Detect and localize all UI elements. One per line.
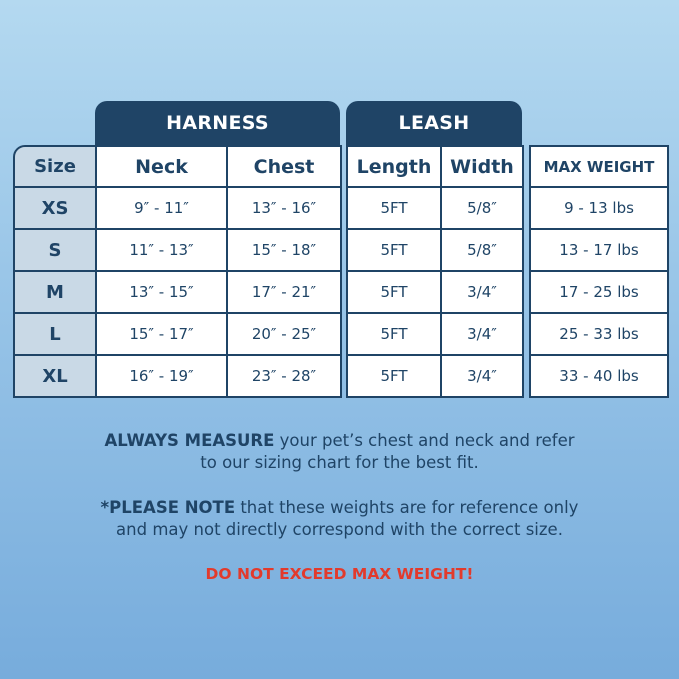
cell-width: 3/4″ (440, 312, 524, 356)
cell-neck: 15″ - 17″ (95, 312, 228, 356)
cell-length: 5FT (346, 228, 442, 272)
max-weight-warning: DO NOT EXCEED MAX WEIGHT! (205, 565, 474, 583)
measure-note-bold: ALWAYS MEASURE (104, 431, 275, 450)
cell-size: S (13, 228, 97, 272)
header-length: Length (346, 145, 442, 188)
cell-max-weight: 33 - 40 lbs (529, 354, 669, 398)
header-chest: Chest (226, 145, 342, 188)
cell-chest: 13″ - 16″ (226, 186, 342, 230)
cell-neck: 9″ - 11″ (95, 186, 228, 230)
cell-neck: 16″ - 19″ (95, 354, 228, 398)
cell-width: 5/8″ (440, 186, 524, 230)
cell-width: 5/8″ (440, 228, 524, 272)
cell-chest: 15″ - 18″ (226, 228, 342, 272)
cell-size: M (13, 270, 97, 314)
cell-chest: 23″ - 28″ (226, 354, 342, 398)
header-size: Size (13, 145, 97, 188)
cell-length: 5FT (346, 354, 442, 398)
cell-neck: 11″ - 13″ (95, 228, 228, 272)
cell-size: XL (13, 354, 97, 398)
header-neck: Neck (95, 145, 228, 188)
cell-max-weight: 17 - 25 lbs (529, 270, 669, 314)
cell-max-weight: 13 - 17 lbs (529, 228, 669, 272)
cell-width: 3/4″ (440, 354, 524, 398)
weight-note: *PLEASE NOTE that these weights are for … (0, 497, 679, 541)
header-width: Width (440, 145, 524, 188)
header-max-weight: MAX WEIGHT (529, 145, 669, 188)
cell-length: 5FT (346, 312, 442, 356)
cell-size: L (13, 312, 97, 356)
weight-note-text-1: that these weights are for reference onl… (235, 498, 579, 517)
cell-chest: 17″ - 21″ (226, 270, 342, 314)
measure-note-text-1: your pet’s chest and neck and refer (274, 431, 575, 450)
measure-note: ALWAYS MEASURE your pet’s chest and neck… (0, 430, 679, 474)
cell-size: XS (13, 186, 97, 230)
weight-note-text-2: and may not directly correspond with the… (116, 520, 563, 539)
cell-chest: 20″ - 25″ (226, 312, 342, 356)
cell-max-weight: 25 - 33 lbs (529, 312, 669, 356)
measure-note-text-2: to our sizing chart for the best fit. (200, 453, 479, 472)
leash-group-header: LEASH (346, 101, 522, 145)
weight-note-bold: *PLEASE NOTE (100, 498, 236, 517)
cell-neck: 13″ - 15″ (95, 270, 228, 314)
cell-length: 5FT (346, 186, 442, 230)
cell-max-weight: 9 - 13 lbs (529, 186, 669, 230)
cell-width: 3/4″ (440, 270, 524, 314)
cell-length: 5FT (346, 270, 442, 314)
harness-group-header: HARNESS (95, 101, 340, 145)
